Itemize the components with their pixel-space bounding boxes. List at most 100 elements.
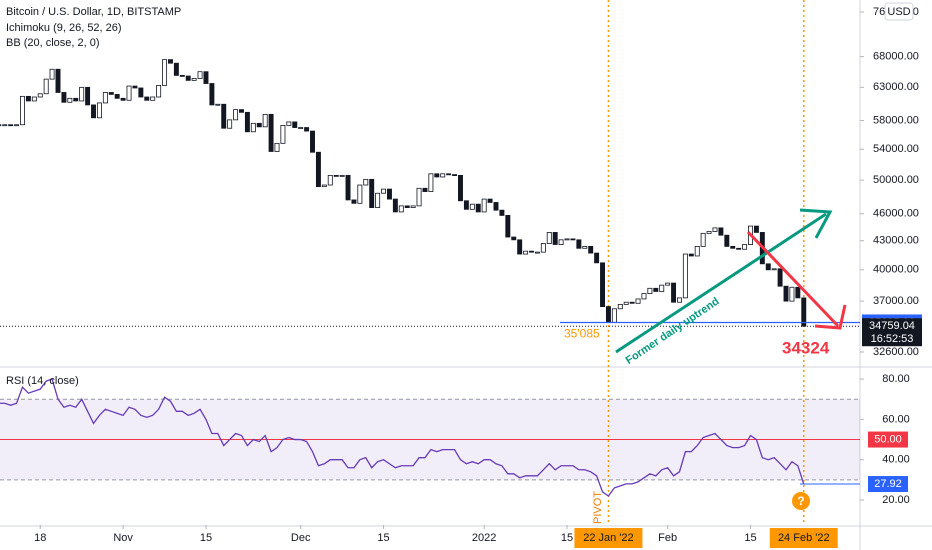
rsi-last-label: 27.92	[874, 478, 902, 490]
question-mark: ?	[797, 494, 804, 508]
candle	[493, 202, 499, 211]
candle	[594, 252, 600, 264]
x-tick-label: Dec	[291, 532, 311, 544]
x-tick-label: 18	[34, 532, 46, 544]
candle	[742, 244, 748, 250]
candle	[428, 173, 434, 192]
candle	[37, 93, 43, 98]
candle	[363, 178, 369, 186]
candle	[310, 130, 315, 153]
candle	[85, 86, 91, 106]
candle	[357, 184, 363, 204]
candle	[327, 174, 333, 186]
candle	[487, 198, 493, 203]
date-marker-box	[769, 528, 838, 548]
currency-box[interactable]	[884, 2, 914, 21]
candle	[375, 192, 381, 208]
y-tick-label: 54000.00	[873, 143, 919, 155]
x-tick-label: 15	[200, 532, 212, 544]
y-tick-label: 43000.00	[873, 235, 919, 247]
candle	[61, 92, 67, 103]
question-icon	[792, 492, 810, 510]
candle	[262, 113, 268, 128]
candle	[91, 104, 96, 119]
candle	[0, 124, 2, 127]
down-arrow-head	[814, 304, 847, 330]
candle	[777, 268, 783, 287]
y-tick-label: 40000.00	[873, 264, 919, 276]
y-tick-label: 32600.00	[873, 346, 919, 358]
candle	[511, 236, 517, 241]
rsi-line	[0, 378, 805, 497]
candle	[736, 247, 742, 250]
indicator-label: BB (20, close, 2, 0)	[6, 37, 100, 49]
candle	[173, 62, 179, 76]
candle	[286, 121, 292, 126]
candle	[144, 96, 150, 101]
candle	[398, 205, 404, 213]
candle	[298, 127, 304, 129]
candle	[2, 124, 8, 127]
y-tick-label: 46000.00	[873, 208, 919, 220]
candle	[623, 301, 629, 305]
candle	[215, 103, 221, 106]
last-price-box	[862, 318, 922, 347]
candle	[789, 286, 795, 302]
candle	[605, 306, 611, 323]
candle	[114, 94, 120, 99]
candle	[227, 119, 233, 129]
candle	[558, 239, 564, 245]
currency: USD	[887, 6, 910, 18]
candle	[469, 203, 475, 210]
candle	[540, 243, 546, 253]
candle	[617, 303, 623, 310]
candle	[31, 96, 37, 102]
candle	[422, 187, 428, 192]
candle	[688, 253, 694, 257]
candle	[102, 92, 108, 104]
candle	[718, 227, 724, 236]
candle	[392, 198, 398, 213]
down-arrow	[746, 230, 840, 328]
rsi-last-box	[868, 476, 908, 493]
candle	[233, 109, 239, 121]
candle	[96, 102, 102, 119]
candle	[481, 198, 487, 213]
candle	[339, 174, 345, 177]
rsi-mid-box	[868, 431, 908, 448]
candle	[611, 308, 617, 323]
candle	[386, 188, 392, 200]
candle	[333, 174, 339, 177]
symbol-title: Bitcoin / U.S. Dollar, 1D, BITSTAMP	[6, 6, 181, 18]
candle	[73, 97, 79, 102]
candle	[321, 184, 327, 188]
candle	[150, 96, 156, 101]
candle	[256, 122, 262, 128]
candle	[665, 282, 671, 286]
candle	[167, 59, 173, 64]
candle	[446, 173, 452, 176]
candle	[25, 95, 31, 102]
candle	[730, 245, 736, 249]
candle	[534, 251, 540, 254]
candle	[505, 215, 511, 238]
candle	[244, 111, 250, 133]
candle	[671, 282, 677, 303]
candle	[67, 97, 73, 103]
x-tick-label: 2022	[472, 532, 496, 544]
candle	[629, 301, 635, 304]
candle	[315, 151, 321, 188]
rsi-mid-label: 50.00	[874, 433, 902, 445]
candle	[771, 268, 777, 271]
candle	[570, 238, 576, 241]
last-price-label: 34759.04	[869, 320, 915, 332]
candle	[682, 253, 688, 299]
candle	[552, 232, 558, 245]
date-marker-box	[574, 528, 643, 548]
candle	[635, 298, 641, 304]
rsi-tick-label: 20.00	[882, 494, 910, 506]
candle	[292, 121, 298, 128]
candle	[706, 231, 712, 234]
pivot-label: PIVOT	[592, 491, 604, 524]
